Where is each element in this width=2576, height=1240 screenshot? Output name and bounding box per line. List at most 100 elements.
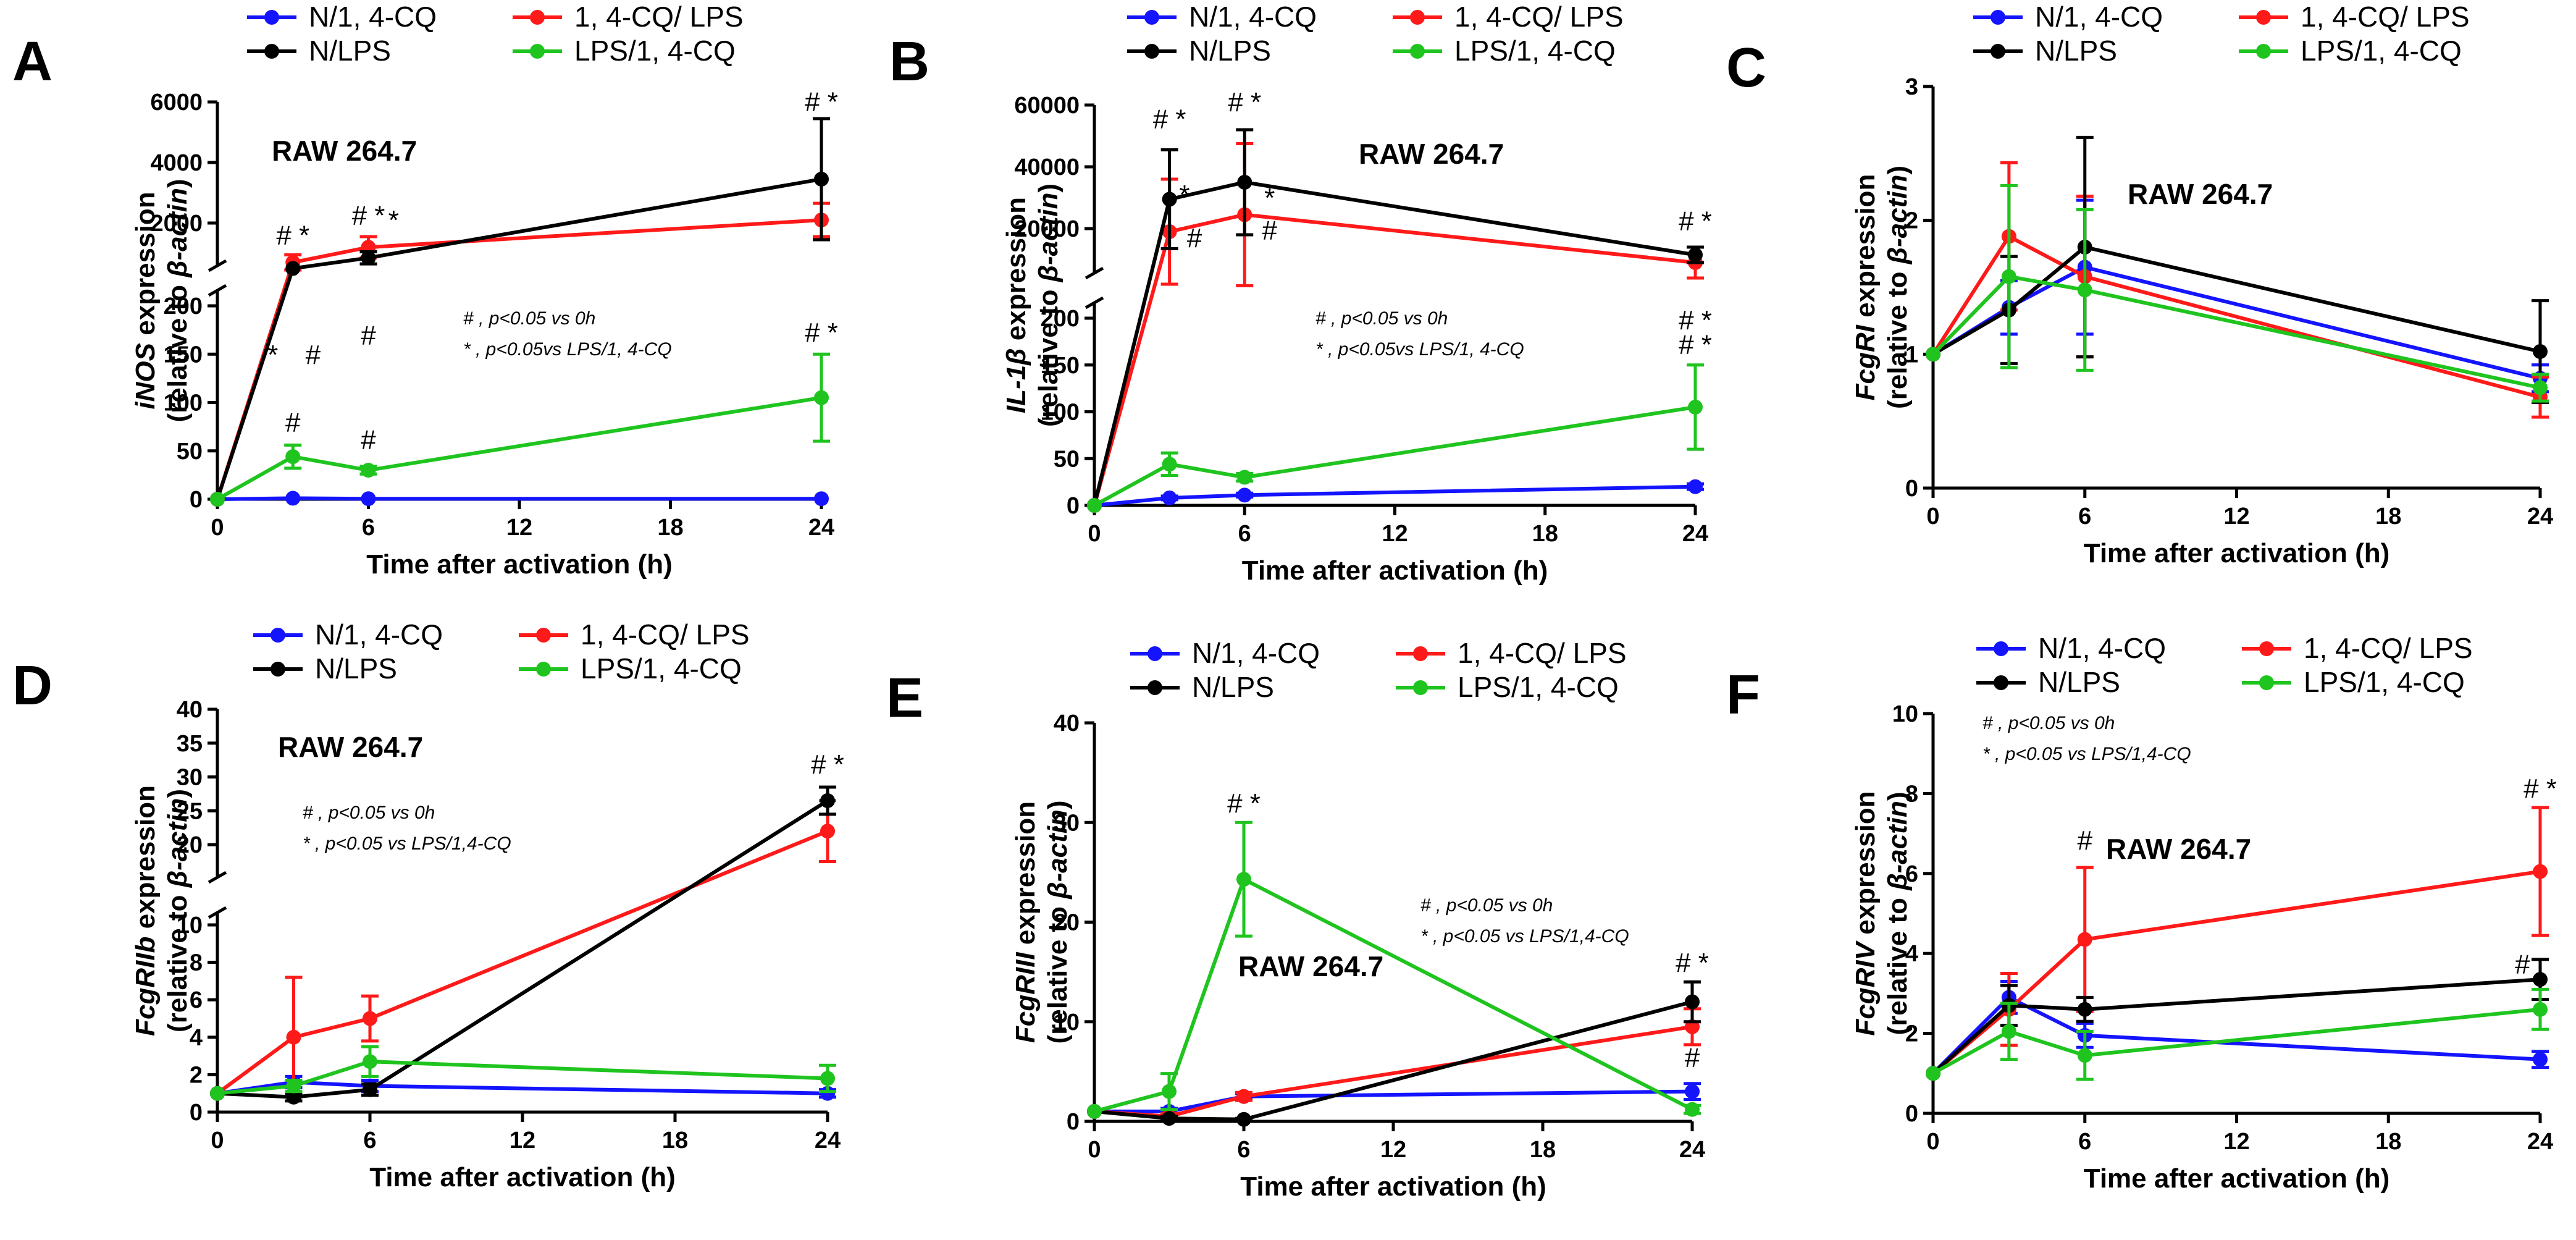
series-line: [217, 799, 829, 1099]
data-point: [210, 1086, 225, 1101]
y-tick-label: 0: [1067, 1109, 1080, 1135]
axis-break-mark: [208, 906, 227, 919]
significance-marker: # *: [1227, 788, 1261, 819]
legend-marker: [1994, 675, 2008, 690]
data-point: [1685, 1084, 1700, 1099]
data-point: [1162, 457, 1177, 472]
data-point: [2077, 1002, 2092, 1017]
axis-break-mark: [1085, 266, 1104, 280]
x-tick-label: 12: [506, 515, 532, 541]
significance-marker: # *: [805, 87, 838, 117]
significance-marker: # *: [1679, 305, 1712, 335]
y-axis-label-2-ref: β-actin: [162, 798, 193, 888]
legend-label: N/1, 4-CQ: [1189, 1, 1317, 33]
x-tick-label: 24: [1679, 1137, 1705, 1163]
legend-label: 1, 4-CQ/ LPS: [2301, 1, 2470, 33]
x-tick-label: 6: [362, 515, 375, 541]
y-tick-label: 4: [1905, 941, 1918, 967]
y-tick-label: 2000: [150, 211, 203, 237]
y-axis-label-gene: FcgRIIb: [130, 937, 161, 1036]
y-tick-label: 6000: [150, 90, 203, 116]
y-tick-label: 20: [177, 832, 203, 858]
y-tick-label: 1: [1905, 342, 1918, 368]
panel-B: B 0 50 100 150 200 20000 40000 60000 0 6 12 18 24 Time…: [889, 1, 1712, 586]
data-point: [1236, 1111, 1251, 1127]
legend-label: 1, 4-CQ/ LPS: [1458, 637, 1627, 669]
y-tick-label: 0: [1905, 1101, 1918, 1127]
y-tick-label: 60000: [1014, 93, 1080, 119]
y-tick-label: 6: [1905, 861, 1918, 887]
data-point: [1087, 1103, 1102, 1119]
legend-marker: [1991, 44, 2005, 59]
legend-marker: [530, 44, 545, 59]
y-tick-label: 4000: [150, 150, 203, 176]
legend-label: LPS/1, 4-CQ: [2301, 35, 2462, 67]
legend-marker: [2259, 675, 2274, 690]
y-axis-label-2: (relative to β-actin): [162, 789, 193, 1032]
cell-line-label: RAW 264.7: [272, 135, 417, 167]
series-line: [217, 1080, 828, 1095]
x-tick-label: 12: [2223, 1129, 2249, 1155]
panel-label: E: [886, 667, 923, 729]
data-point: [820, 1086, 835, 1101]
legend-label: N/1, 4-CQ: [2038, 632, 2166, 664]
x-tick-label: 0: [211, 515, 224, 541]
significance-note: # , p<0.05 vs 0h: [1420, 895, 1553, 916]
data-point: [361, 491, 376, 507]
x-axis-label: Time after activation (h): [369, 1162, 676, 1192]
x-tick-label: 24: [2527, 504, 2553, 529]
legend-label: 1, 4-CQ/ LPS: [2304, 632, 2473, 664]
panel-label: C: [1726, 37, 1766, 99]
y-axis-label-2-ref: β-actin: [1033, 193, 1064, 283]
x-tick-label: 12: [2223, 504, 2249, 529]
y-axis-label-2-pre: (relative to: [1882, 890, 1913, 1035]
significance-marker: #: [1187, 223, 1202, 253]
significance-marker: #: [361, 321, 376, 351]
legend-label: N/1, 4-CQ: [309, 1, 437, 33]
significance-note: * , p<0.05vs LPS/1, 4-CQ: [463, 339, 672, 360]
x-tick-label: 0: [211, 1128, 224, 1154]
series-N/LPS: [1926, 135, 2549, 404]
series-LPS/1, 4-CQ: [1926, 987, 2549, 1081]
data-point: [814, 171, 829, 187]
y-tick-label: 4: [190, 1025, 203, 1051]
legend-marker: [536, 628, 551, 643]
cell-line-label: RAW 264.7: [278, 731, 423, 763]
x-tick-label: 24: [815, 1128, 841, 1154]
series-line: [1094, 876, 1693, 1113]
data-point: [1087, 498, 1102, 513]
series-line: [1094, 484, 1696, 507]
y-tick-label: 0: [1067, 493, 1080, 519]
y-axis-label-2-pre: (relative to: [162, 887, 193, 1032]
significance-marker: *: [267, 340, 278, 370]
panel-label: B: [889, 31, 929, 93]
y-axis-label-text: expression: [1010, 801, 1041, 953]
legend-marker: [264, 10, 279, 25]
data-point: [1237, 487, 1252, 503]
x-tick-label: 18: [2375, 1129, 2401, 1155]
legend-marker: [271, 662, 285, 677]
series-line: [216, 177, 822, 500]
y-tick-label: 10: [177, 913, 203, 938]
y-axis-label-2-pre: (relative to: [1033, 282, 1064, 427]
y-axis-label-2-ref: β-actin: [162, 188, 193, 278]
series-N/LPS: [210, 785, 836, 1105]
significance-marker: *: [388, 205, 399, 235]
series-line: [217, 496, 821, 501]
y-axis-label: iNOS expression: [130, 192, 161, 409]
legend-marker: [1144, 44, 1159, 59]
legend: N/1, 4-CQ 1, 4-CQ/ LPS N/LPS LPS/1, 4-CQ: [1973, 1, 2470, 67]
y-tick-label: 35: [177, 731, 203, 757]
x-tick-label: 6: [1238, 521, 1251, 547]
series-N/LPS: [1087, 980, 1701, 1127]
significance-note: # , p<0.05 vs 0h: [303, 803, 435, 823]
y-axis-label-text: expression: [1850, 174, 1881, 326]
legend-marker: [2256, 44, 2271, 59]
series-line: [1931, 234, 2541, 399]
legend-marker: [1147, 680, 1162, 695]
data-point: [2001, 1024, 2016, 1039]
data-point: [2533, 972, 2548, 987]
y-tick-label: 20000: [1014, 216, 1080, 242]
